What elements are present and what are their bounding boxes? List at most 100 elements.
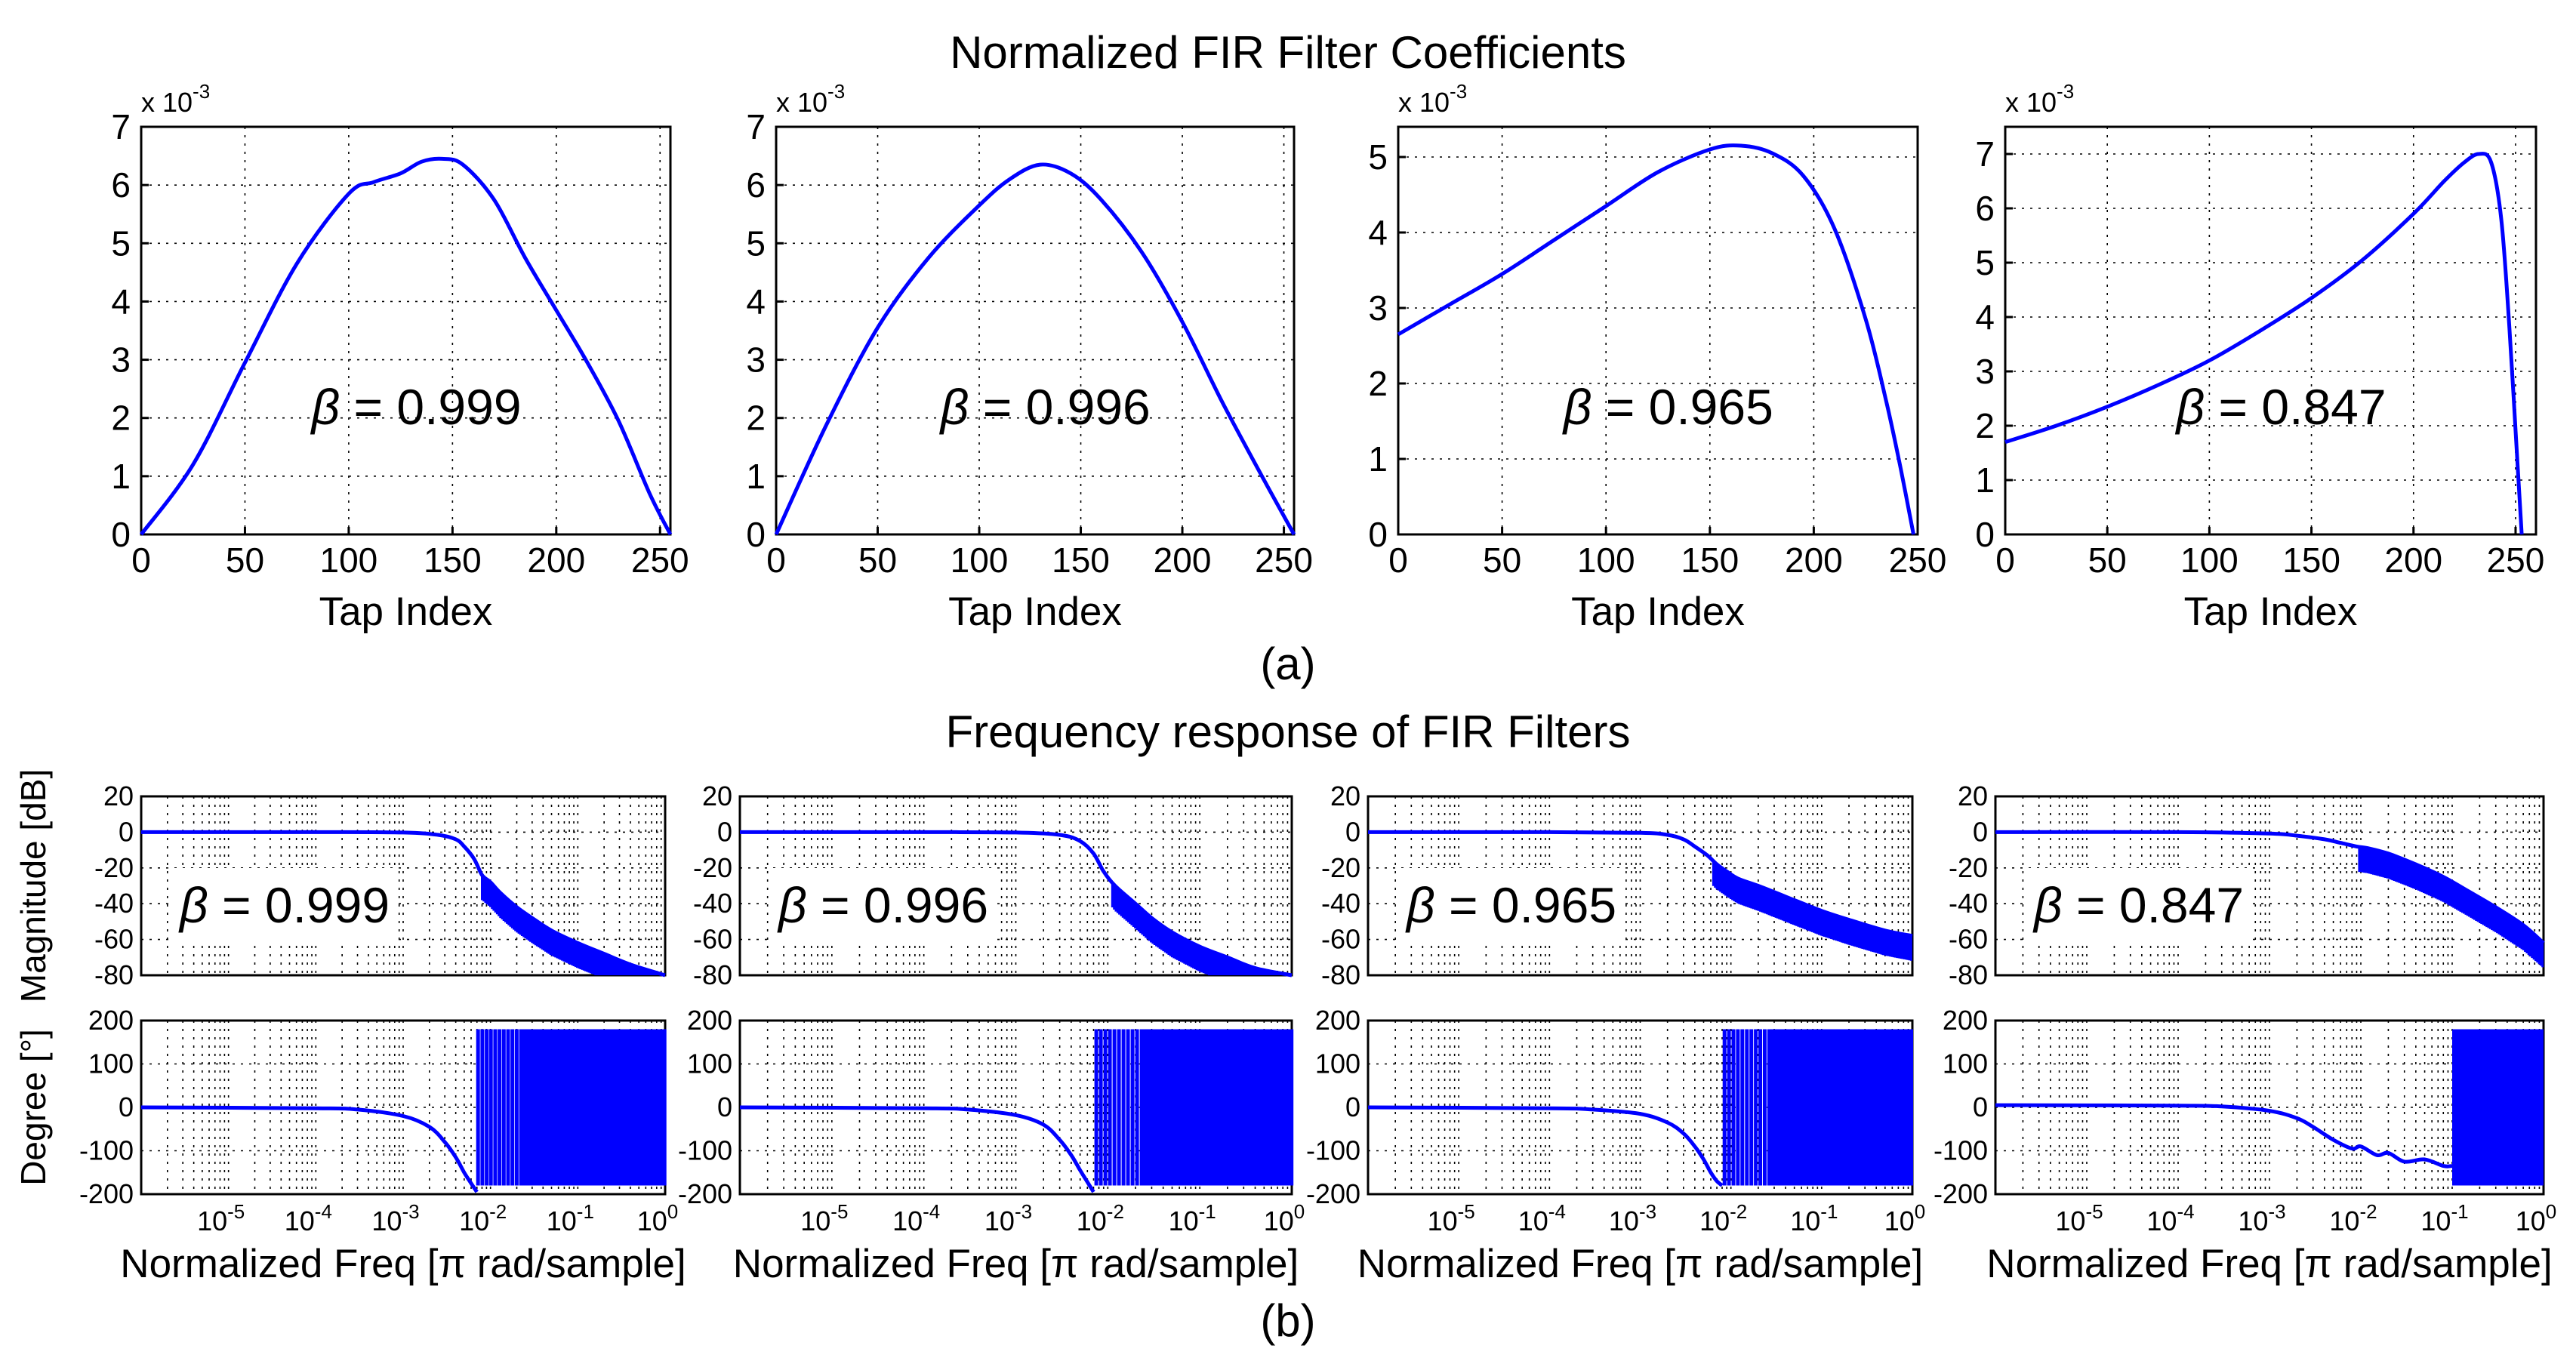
exponent-label: x 10-3 xyxy=(2005,80,2074,118)
x-tick-label: 0 xyxy=(1995,540,2015,580)
y-tick-label: -100 xyxy=(678,1135,732,1166)
x-tick-label: 10-5 xyxy=(800,1200,848,1236)
x-tick-label: 10-3 xyxy=(984,1200,1032,1236)
y-tick-label: -200 xyxy=(678,1178,732,1209)
x-tick-label: 200 xyxy=(2384,540,2442,580)
x-axis-label: Tap Index xyxy=(948,590,1122,634)
x-tick-label: 10-1 xyxy=(547,1200,594,1236)
x-tick-exponent: -2 xyxy=(489,1200,507,1223)
x-tick-label: 100 xyxy=(637,1200,679,1236)
beta-symbol: β xyxy=(1405,877,1435,933)
x-tick-label: 250 xyxy=(1889,540,1947,580)
y-tick-label: 2 xyxy=(1368,364,1388,403)
x-tick-exponent: -2 xyxy=(1107,1200,1124,1223)
plot-frame xyxy=(140,125,672,536)
y-tick-label: 7 xyxy=(1975,134,1995,174)
y-tick-label: -60 xyxy=(1949,924,1988,955)
y-tick-label: 1 xyxy=(111,457,131,496)
y-tick-label: 7 xyxy=(746,107,766,146)
x-tick-label: 10-5 xyxy=(197,1200,245,1236)
x-axis-label: Normalized Freq [π rad/sample] xyxy=(733,1242,1299,1286)
coef-panel-3: 0 50 100 150 200 250 0 1 2 3 4 5 x 10-3 Tap Index β = … xyxy=(1368,80,1946,634)
plot-frame xyxy=(1367,795,1914,977)
y-tick-label: -80 xyxy=(693,959,732,990)
x-tick-label: 10-4 xyxy=(2146,1200,2194,1236)
x-tick-label: 0 xyxy=(766,540,786,580)
magnitude-panel-3: 20 0 -20 -40 -60 -80 β = 0.965 xyxy=(1321,781,1914,990)
x-tick-label: 150 xyxy=(1052,540,1110,580)
x-tick-label: 10-2 xyxy=(1077,1200,1124,1236)
y-tick-label: 200 xyxy=(1943,1005,1988,1036)
y-tick-label: -20 xyxy=(1949,852,1988,883)
y-tick-label: 200 xyxy=(88,1005,134,1036)
beta-symbol: β xyxy=(939,379,969,435)
phase-wrap-fill xyxy=(1167,1029,1292,1186)
annotation-background xyxy=(770,868,997,944)
x-tick-exponent: 0 xyxy=(1294,1200,1305,1223)
x-axis-label: Normalized Freq [π rad/sample] xyxy=(1357,1242,1923,1286)
plot-frame xyxy=(140,795,667,977)
y-tick-label: 4 xyxy=(746,282,766,321)
x-tick-label: 10-1 xyxy=(1169,1200,1216,1236)
x-tick-label: 150 xyxy=(424,540,482,580)
y-tick-label: -100 xyxy=(1934,1135,1988,1166)
beta-annotation: β = 0.999 xyxy=(310,379,521,435)
plot-frame xyxy=(2004,125,2537,536)
beta-value: = 0.965 xyxy=(1592,379,1773,435)
beta-value: = 0.996 xyxy=(807,877,988,933)
y-tick-label: 100 xyxy=(1315,1048,1360,1079)
beta-annotation: β = 0.996 xyxy=(777,877,988,933)
y-axis-label: Magnitude [dB] xyxy=(14,769,53,1002)
y-tick-label: 4 xyxy=(111,282,131,321)
x-axis-label: Normalized Freq [π rad/sample] xyxy=(120,1242,686,1286)
x-tick-label: 0 xyxy=(1388,540,1408,580)
x-tick-label: 10-4 xyxy=(285,1200,332,1236)
x-tick-exponent: -5 xyxy=(1458,1200,1475,1223)
magnitude-ripple xyxy=(1111,882,1292,975)
x-tick-label: 10-4 xyxy=(892,1200,940,1236)
annotation-background xyxy=(1398,868,1625,944)
y-tick-label: 0 xyxy=(717,1092,732,1122)
phase-curve xyxy=(140,1105,479,1193)
beta-annotation: β = 0.999 xyxy=(178,877,390,933)
coef-panel-1: 0 50 100 150 200 250 0 1 2 3 4 5 6 7 x 10-3 Tap Index β … xyxy=(111,80,689,634)
y-tick-label: 1 xyxy=(1975,460,1995,500)
x-tick-label: 100 xyxy=(1884,1200,1926,1236)
x-tick-exponent: -4 xyxy=(923,1200,940,1223)
label-a: (a) xyxy=(1260,639,1315,689)
beta-symbol: β xyxy=(777,877,807,933)
exponent-label: x 10-3 xyxy=(776,80,845,118)
plot-frame xyxy=(738,795,1293,977)
x-tick-label: 150 xyxy=(2282,540,2340,580)
x-tick-label: 100 xyxy=(2180,540,2239,580)
x-tick-exponent: -5 xyxy=(2085,1200,2103,1223)
y-tick-label: 4 xyxy=(1368,213,1388,252)
phase-curve xyxy=(1995,1103,2453,1168)
y-tick-label: 2 xyxy=(111,399,131,438)
y-tick-label: 20 xyxy=(1958,781,1988,811)
y-tick-label: -20 xyxy=(693,852,732,883)
magnitude-ripple xyxy=(481,875,665,975)
beta-value: = 0.965 xyxy=(1435,877,1616,933)
x-tick-exponent: 0 xyxy=(1915,1200,1925,1223)
beta-annotation: β = 0.965 xyxy=(1405,877,1616,933)
x-tick-exponent: -4 xyxy=(315,1200,332,1223)
x-tick-label: 100 xyxy=(2516,1200,2557,1236)
x-axis-label: Tap Index xyxy=(2184,590,2358,634)
y-tick-label: 2 xyxy=(1975,406,1995,445)
x-tick-exponent: -1 xyxy=(1199,1200,1216,1223)
x-axis-label: Normalized Freq [π rad/sample] xyxy=(1986,1242,2552,1286)
y-tick-label: 0 xyxy=(111,515,131,554)
y-tick-label: 6 xyxy=(111,165,131,205)
magnitude-panel-1: 20 0 -20 -40 -60 -80 Magnitude [dB] β = 0.999 xyxy=(14,769,667,1002)
coefficient-curve xyxy=(1397,143,1915,535)
phase-curve xyxy=(739,1105,1095,1193)
y-tick-label: 0 xyxy=(119,816,134,847)
label-b: (b) xyxy=(1260,1295,1315,1346)
y-tick-label: -200 xyxy=(1934,1178,1988,1209)
exponent-superscript: -3 xyxy=(1450,80,1467,103)
y-tick-label: -20 xyxy=(94,852,134,883)
x-tick-label: 200 xyxy=(1785,540,1843,580)
x-tick-label: 10-3 xyxy=(2238,1200,2285,1236)
